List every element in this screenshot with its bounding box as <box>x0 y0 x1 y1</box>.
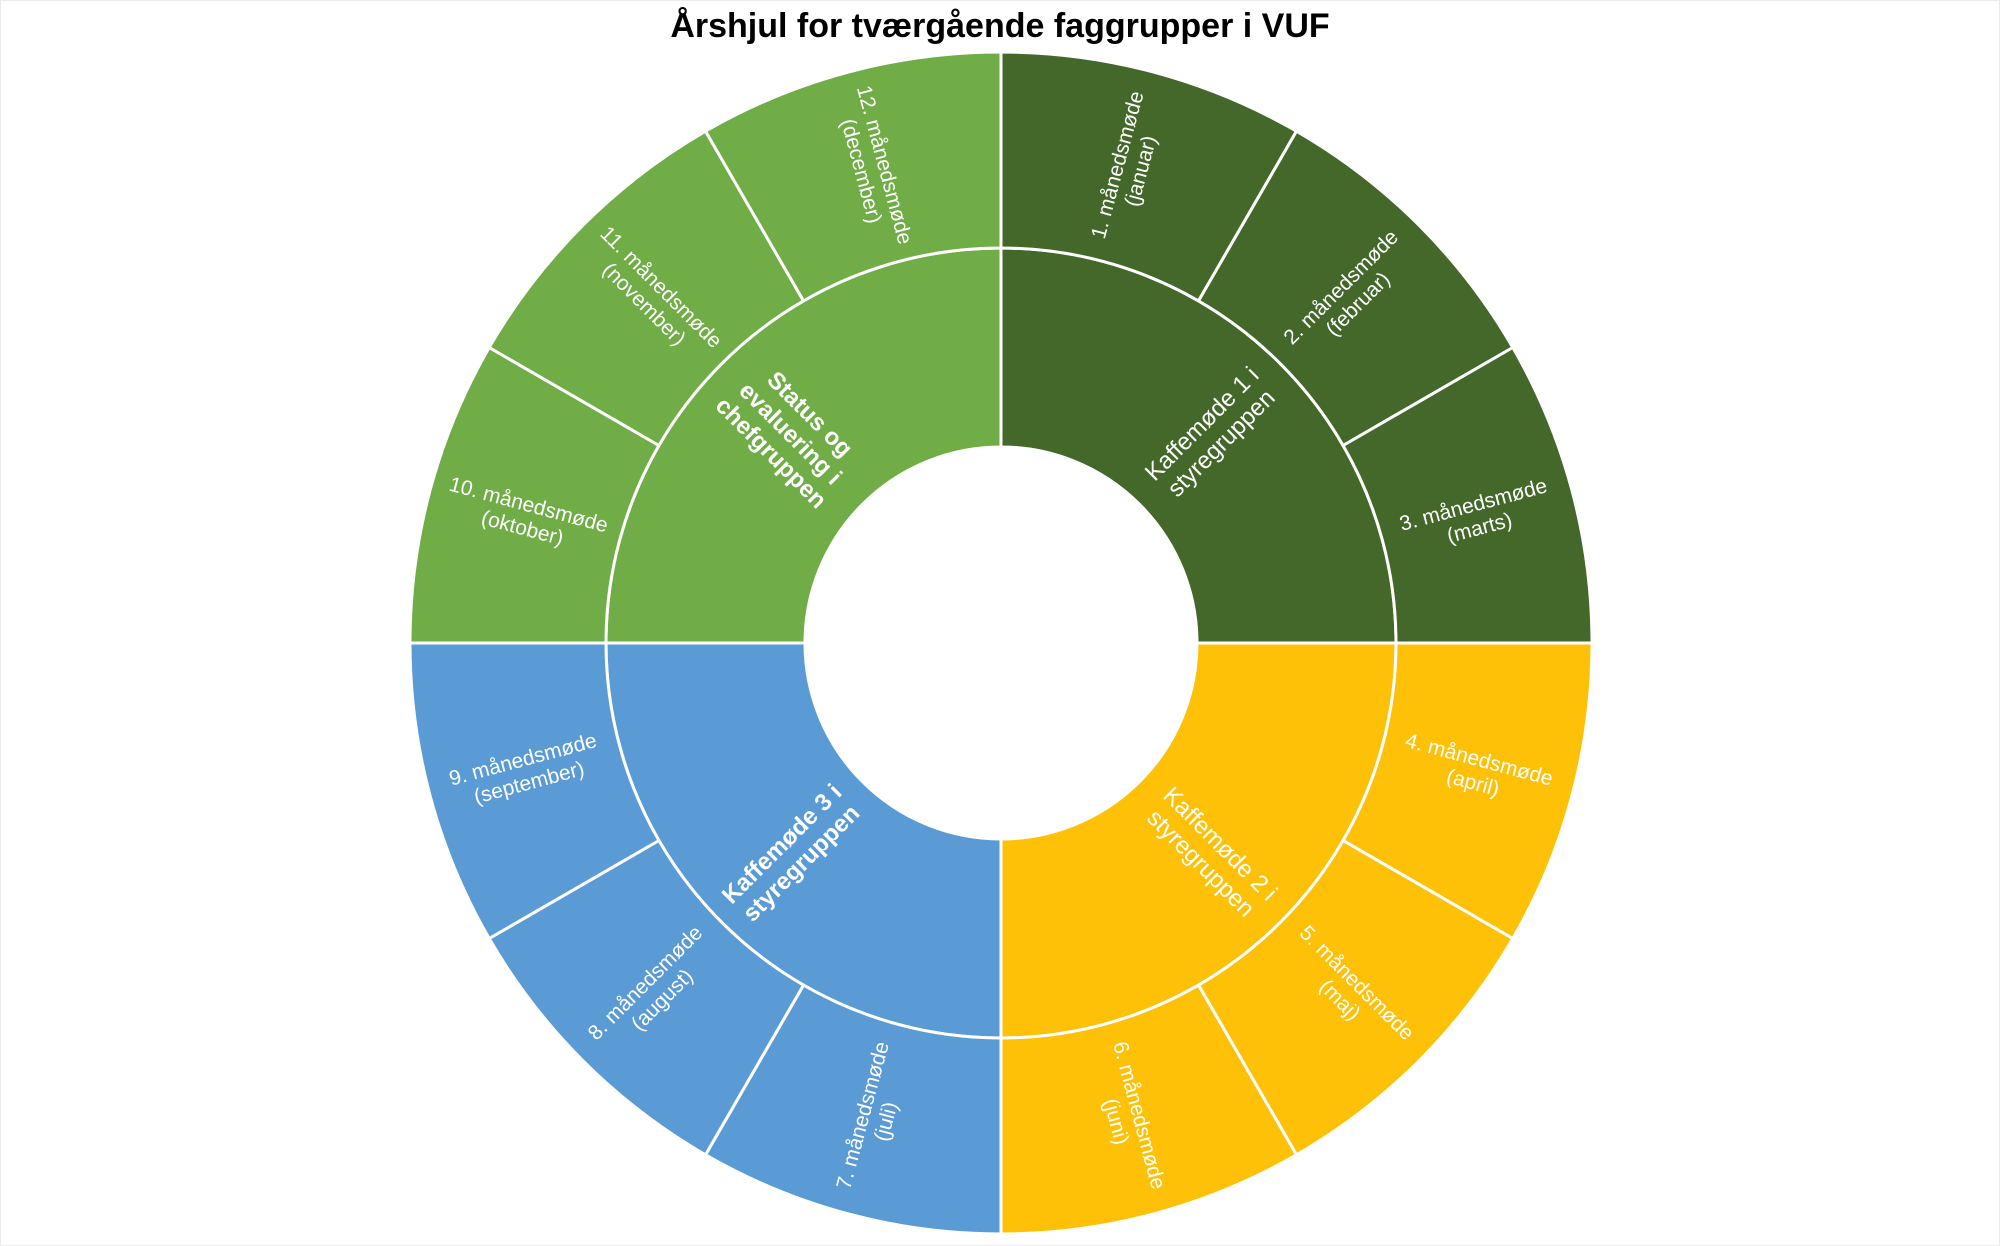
month-segment-12 <box>704 50 1003 303</box>
chart-title: Årshjul for tværgående faggrupper i VUF <box>670 7 1330 45</box>
